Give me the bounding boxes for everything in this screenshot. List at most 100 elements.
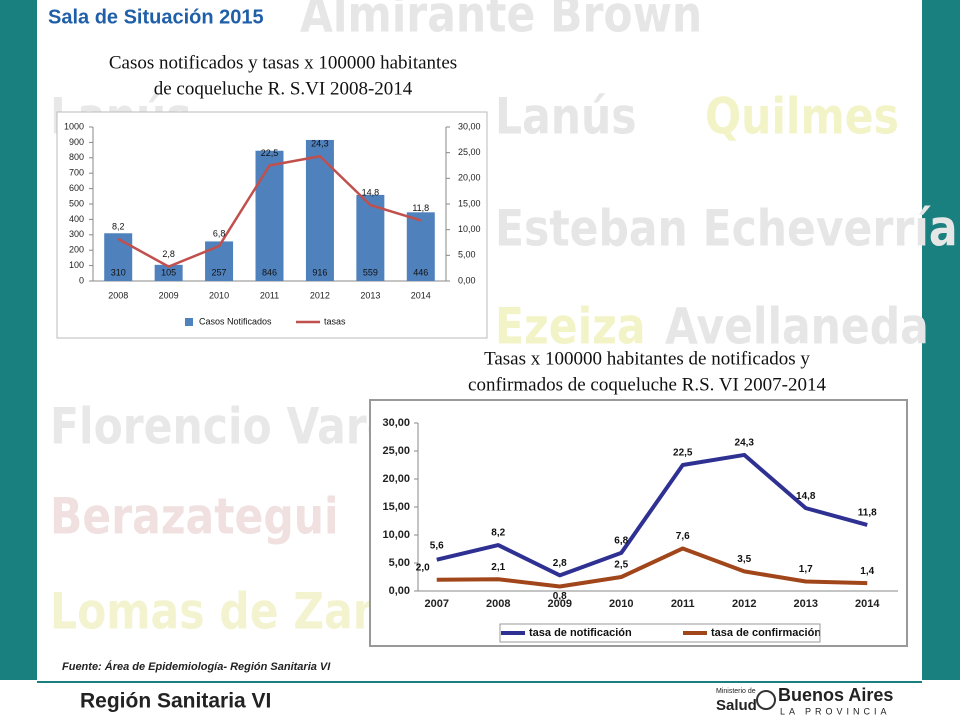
x-tick-label: 2009	[159, 290, 179, 300]
data-label: 1,4	[860, 566, 874, 577]
watermark: Almirante Brown	[300, 0, 702, 43]
data-label: 105	[161, 267, 176, 277]
y2-tick-label: 25,00	[458, 147, 481, 157]
data-label: 3,5	[737, 554, 751, 565]
bar	[406, 212, 435, 281]
data-label: 22,5	[261, 148, 279, 158]
y-tick-label: 15,00	[382, 501, 410, 513]
data-label: 2,8	[162, 249, 175, 259]
watermark: Ezeiza	[495, 297, 646, 355]
data-label: 2,5	[614, 560, 628, 571]
legend-label: tasas	[324, 316, 346, 326]
chart-title: de coqueluche R. S.VI 2008-2014	[154, 78, 413, 99]
slide-title: Sala de Situación 2015	[48, 6, 264, 28]
data-label: 11,8	[858, 508, 877, 519]
source: Fuente: Área de Epidemiología- Región Sa…	[62, 660, 331, 673]
y-tick-label: 300	[69, 229, 84, 239]
watermark: Esteban Echeverría	[495, 199, 958, 257]
data-label: 2,1	[491, 562, 505, 573]
y-tick-label: 200	[69, 245, 84, 255]
footer-band	[0, 680, 960, 720]
footer-salud: Salud	[716, 697, 757, 714]
watermark: Quilmes	[705, 87, 899, 145]
footer-province: Buenos Aires	[778, 685, 893, 705]
chart-frame	[369, 399, 908, 647]
data-label: 14,8	[362, 187, 380, 197]
data-label: 2,0	[416, 562, 430, 573]
legend-frame	[499, 623, 821, 643]
y2-tick-label: 5,00	[458, 250, 476, 260]
bar	[205, 241, 234, 281]
watermark: Berazategui	[50, 487, 339, 545]
x-tick-label: 2011	[260, 290, 279, 300]
chart-title: Casos notificados y tasas x 100000 habit…	[109, 52, 457, 73]
data-label: 22,5	[673, 448, 693, 459]
data-label: 24,3	[735, 438, 755, 449]
y-tick-label: 700	[69, 168, 84, 178]
bar	[356, 194, 385, 281]
y-tick-label: 1000	[64, 121, 84, 131]
y2-tick-label: 20,00	[458, 173, 481, 183]
x-tick-label: 2010	[609, 598, 633, 610]
data-label: 257	[212, 267, 227, 277]
x-tick-label: 2008	[486, 598, 510, 610]
footer-region: Región Sanitaria VI	[80, 690, 271, 713]
y-tick-label: 800	[69, 152, 84, 162]
legend-swatch	[185, 318, 193, 326]
data-label: 0,8	[553, 591, 567, 602]
x-tick-label: 2007	[425, 598, 449, 610]
y-tick-label: 20,00	[382, 473, 410, 485]
chart-title: Tasas x 100000 habitantes de notificados…	[484, 348, 810, 369]
data-label: 5,6	[430, 540, 444, 551]
watermark: Lanús	[495, 87, 637, 145]
y-tick-label: 10,00	[382, 529, 410, 541]
y-tick-label: 30,00	[382, 417, 410, 429]
data-label: 916	[312, 267, 327, 277]
line	[117, 155, 422, 268]
x-tick-label: 2008	[108, 290, 128, 300]
y-tick-label: 500	[69, 198, 84, 208]
data-label: 310	[111, 267, 126, 277]
legend-label: tasa de confirmación	[711, 627, 821, 639]
y2-tick-label: 30,00	[458, 121, 481, 131]
data-label: 1,7	[799, 564, 813, 575]
bar	[154, 264, 183, 281]
data-label: 2,8	[553, 558, 567, 569]
data-label: 11,8	[412, 203, 429, 213]
data-label: 8,2	[491, 528, 505, 539]
data-label: 6,8	[213, 228, 226, 238]
x-tick-label: 2014	[411, 290, 431, 300]
data-label: 446	[413, 267, 428, 277]
y2-tick-label: 15,00	[458, 198, 481, 208]
x-tick-label: 2013	[794, 598, 818, 610]
y2-tick-label: 0,00	[458, 275, 476, 285]
y-tick-label: 900	[69, 137, 84, 147]
x-tick-label: 2010	[209, 290, 229, 300]
data-label: 14,8	[796, 491, 816, 502]
x-tick-label: 2014	[855, 598, 880, 610]
x-tick-label: 2009	[548, 598, 572, 610]
y-tick-label: 0,00	[389, 585, 410, 597]
y-tick-label: 25,00	[382, 445, 410, 457]
data-label: 24,3	[311, 139, 329, 149]
chart-title: confirmados de coqueluche R.S. VI 2007-2…	[468, 374, 826, 395]
bar	[255, 150, 284, 281]
x-tick-label: 2013	[360, 290, 380, 300]
bar	[305, 139, 334, 281]
x-tick-label: 2011	[671, 598, 695, 610]
y-tick-label: 600	[69, 183, 84, 193]
y-tick-label: 0	[79, 275, 84, 285]
x-tick-label: 2012	[732, 598, 756, 610]
x-tick-label: 2012	[310, 290, 330, 300]
logo-icon	[756, 690, 776, 710]
bar	[104, 233, 133, 281]
y-tick-label: 400	[69, 214, 84, 224]
data-label: 7,6	[676, 531, 690, 542]
data-label: 6,8	[614, 536, 628, 547]
legend-label: tasa de notificación	[529, 627, 632, 639]
watermark: Avellaneda	[665, 297, 929, 355]
data-label: 846	[262, 267, 277, 277]
data-label: 559	[363, 267, 378, 277]
line	[436, 452, 868, 578]
